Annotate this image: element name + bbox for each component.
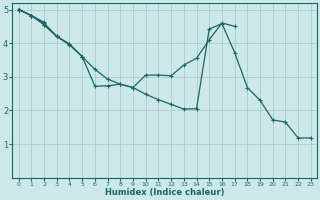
X-axis label: Humidex (Indice chaleur): Humidex (Indice chaleur) xyxy=(105,188,225,197)
